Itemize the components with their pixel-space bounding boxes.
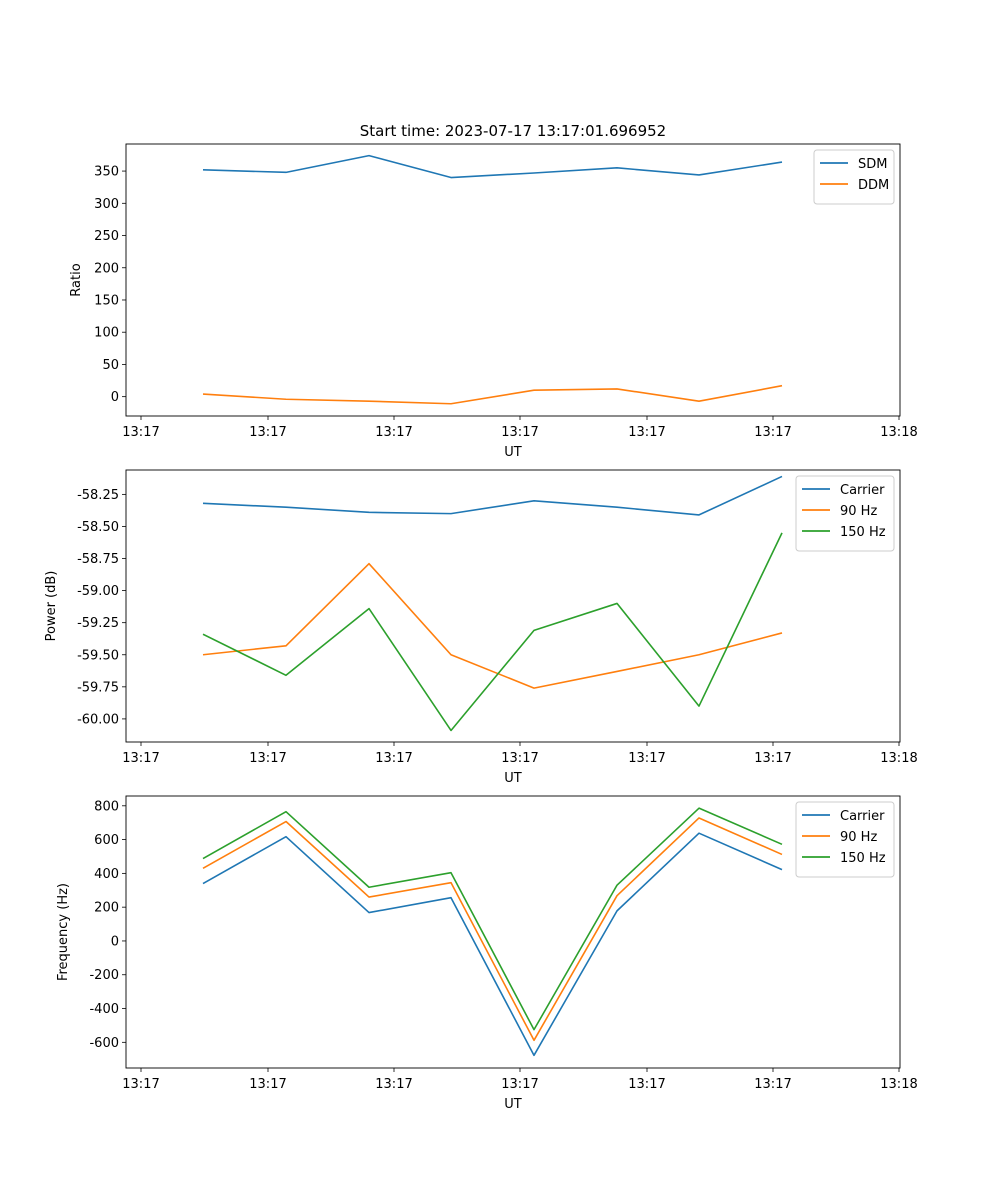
x-axis-label: UT <box>504 1097 522 1112</box>
y-tick-label: 800 <box>94 799 119 814</box>
x-tick-label: 13:17 <box>122 425 159 440</box>
chart-title: Start time: 2023-07-17 13:17:01.696952 <box>360 122 666 140</box>
series-line-carrier <box>202 832 783 1057</box>
legend-label: SDM <box>858 157 887 172</box>
power-legend: Carrier 90 Hz 150 Hz <box>795 475 895 552</box>
x-tick-label: 13:17 <box>628 1077 665 1092</box>
y-tick-label: 200 <box>94 261 119 276</box>
legend-label: Carrier <box>840 483 885 498</box>
y-axis-label: Power (dB) <box>44 571 59 642</box>
legend-box <box>795 801 895 878</box>
x-tick-label: 13:18 <box>880 1077 917 1092</box>
x-tick-label: 13:18 <box>880 425 917 440</box>
x-tick-label: 13:17 <box>754 751 791 766</box>
y-tick-label: 250 <box>94 229 119 244</box>
y-tick-label: -58.25 <box>77 488 119 503</box>
frequency-legend: Carrier 90 Hz 150 Hz <box>795 801 895 878</box>
x-axis-label: UT <box>504 771 522 786</box>
y-tick-label: 100 <box>94 326 119 341</box>
y-tick-label: -59.00 <box>77 584 119 599</box>
series-line-carrier <box>202 475 783 516</box>
y-axis-label: Ratio <box>69 263 84 296</box>
y-tick-label: -60.00 <box>77 712 119 727</box>
y-tick-label: -59.25 <box>77 616 119 631</box>
legend-label: DDM <box>858 178 889 193</box>
x-tick-label: 13:17 <box>501 1077 538 1092</box>
x-tick-label: 13:17 <box>501 751 538 766</box>
ratio-panel: 0 50 100 150 200 250 300 350 13:17 13:17 13:17 13:1… <box>69 143 918 460</box>
legend-label: 150 Hz <box>840 525 886 540</box>
y-tick-label: -58.75 <box>77 552 119 567</box>
axes-frame <box>125 795 901 1069</box>
y-tick-label: -58.50 <box>77 520 119 535</box>
axes-frame <box>125 143 901 417</box>
legend-label: Carrier <box>840 809 885 824</box>
series-line-150-hz <box>202 532 783 732</box>
series-line-90-hz <box>202 817 783 1042</box>
y-axis-label: Frequency (Hz) <box>56 883 71 981</box>
y-tick-label: -200 <box>89 968 119 983</box>
x-tick-label: 13:17 <box>375 1077 412 1092</box>
x-tick-label: 13:17 <box>754 1077 791 1092</box>
x-tick-label: 13:17 <box>249 425 286 440</box>
series-line-150-hz <box>202 807 783 1031</box>
y-tick-label: 150 <box>94 293 119 308</box>
ratio-legend: SDM DDM <box>813 149 895 205</box>
y-tick-label: 200 <box>94 901 119 916</box>
y-tick-label: 0 <box>111 390 119 405</box>
x-tick-label: 13:17 <box>628 751 665 766</box>
series-line-90-hz <box>202 562 783 689</box>
y-tick-label: -400 <box>89 1002 119 1017</box>
frequency-panel: -600 -400 -200 0 200 400 600 800 13:17 13:17 13:17… <box>56 795 918 1112</box>
y-tick-label: 400 <box>94 867 119 882</box>
x-tick-label: 13:17 <box>501 425 538 440</box>
x-tick-label: 13:17 <box>375 751 412 766</box>
power-panel: -60.00 -59.75 -59.50 -59.25 -59.00 -58.75 -58.… <box>44 469 918 786</box>
y-tick-label: 50 <box>102 358 119 373</box>
y-tick-label: -59.75 <box>77 680 119 695</box>
legend-label: 90 Hz <box>840 504 877 519</box>
series-line-ddm <box>202 384 783 405</box>
x-tick-label: 13:17 <box>249 1077 286 1092</box>
series-line-sdm <box>202 154 783 179</box>
x-tick-label: 13:18 <box>880 751 917 766</box>
y-tick-label: 0 <box>111 934 119 949</box>
x-tick-label: 13:17 <box>122 751 159 766</box>
legend-label: 150 Hz <box>840 851 886 866</box>
legend-box <box>795 475 895 552</box>
x-axis-label: UT <box>504 445 522 460</box>
y-tick-label: -600 <box>89 1036 119 1051</box>
y-tick-label: 350 <box>94 165 119 180</box>
axes-frame <box>125 469 901 743</box>
y-tick-label: -59.50 <box>77 648 119 663</box>
x-tick-label: 13:17 <box>754 425 791 440</box>
x-tick-label: 13:17 <box>628 425 665 440</box>
x-tick-label: 13:17 <box>375 425 412 440</box>
y-tick-label: 300 <box>94 197 119 212</box>
x-tick-label: 13:17 <box>122 1077 159 1092</box>
legend-label: 90 Hz <box>840 830 877 845</box>
y-tick-label: 600 <box>94 833 119 848</box>
x-tick-label: 13:17 <box>249 751 286 766</box>
